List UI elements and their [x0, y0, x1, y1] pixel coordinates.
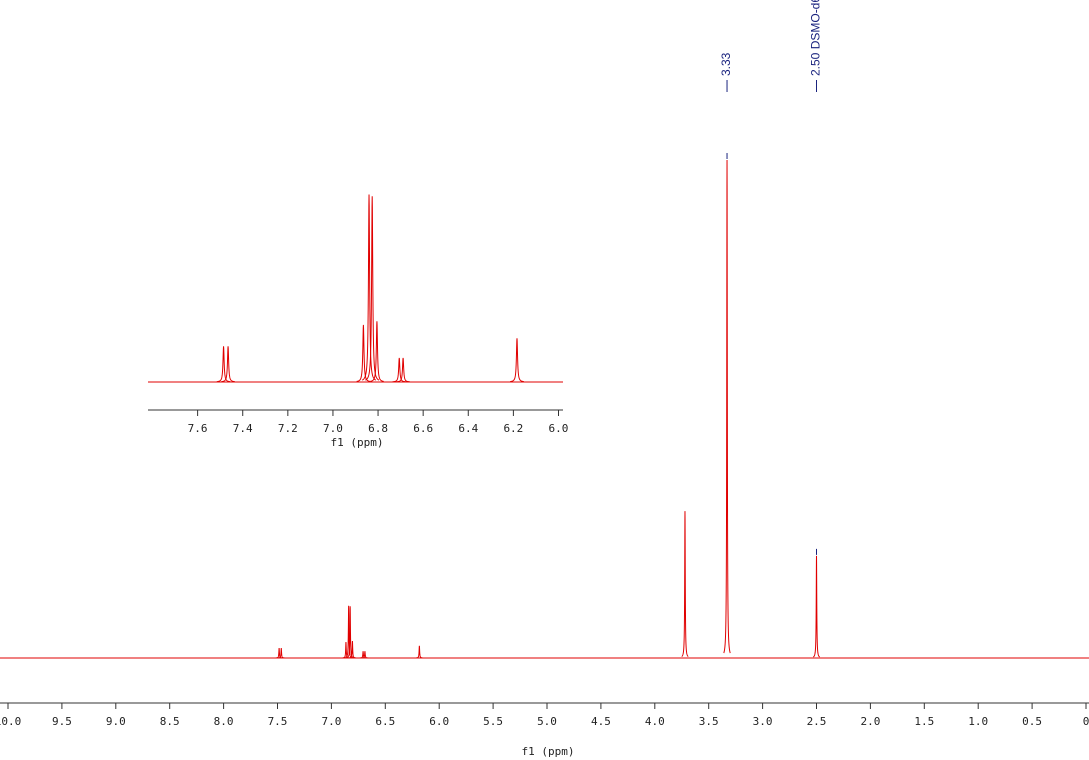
peak — [342, 642, 350, 659]
x-tick-label: 8.5 — [160, 715, 180, 728]
x-tick-label: 7.5 — [268, 715, 288, 728]
x-tick-label: 6.6 — [413, 422, 433, 435]
x-tick-label: 6.2 — [503, 422, 523, 435]
x-tick-label: 4.0 — [645, 715, 665, 728]
peak — [349, 641, 356, 659]
x-tick-label: 10.0 — [0, 715, 21, 728]
x-tick-label: 7.6 — [188, 422, 208, 435]
x-tick-label: 4.5 — [591, 715, 611, 728]
peak — [392, 357, 407, 383]
peak — [416, 645, 423, 659]
x-tick-label: 6.4 — [458, 422, 478, 435]
annotation-label: 3.33 — [719, 52, 733, 76]
x-tick-label: 0 — [1083, 715, 1089, 728]
x-tick-label: 7.0 — [323, 422, 343, 435]
x-tick-label: 6.8 — [368, 422, 388, 435]
peak — [681, 511, 689, 657]
x-tick-label: 3.5 — [699, 715, 719, 728]
x-tick-label: 5.5 — [483, 715, 503, 728]
annotation-label: 2.50 DSMO-d6 — [809, 0, 823, 76]
peak — [361, 651, 369, 659]
peak — [356, 324, 371, 382]
peak — [370, 321, 384, 382]
x-tick-label: 2.0 — [860, 715, 880, 728]
x-tick-label: 8.0 — [214, 715, 234, 728]
x-tick-label: 9.5 — [52, 715, 72, 728]
peak — [362, 194, 377, 381]
x-tick-label: 3.0 — [753, 715, 773, 728]
peak — [723, 159, 731, 654]
peak — [346, 606, 354, 658]
peak — [216, 346, 231, 383]
peak — [510, 338, 524, 383]
x-tick-label: 7.4 — [233, 422, 253, 435]
x-axis-label: f1 (ppm) — [522, 745, 575, 758]
x-tick-label: 7.2 — [278, 422, 298, 435]
x-tick-label: 0.5 — [1022, 715, 1042, 728]
peak — [359, 651, 367, 659]
x-tick-label: 7.0 — [321, 715, 341, 728]
x-tick-label: 2.5 — [807, 715, 827, 728]
peak — [365, 196, 380, 381]
peak — [221, 346, 235, 383]
peak — [813, 555, 820, 658]
inset-x-axis-label: f1 (ppm) — [331, 436, 384, 449]
x-tick-label: 1.5 — [914, 715, 934, 728]
x-tick-label: 6.5 — [375, 715, 395, 728]
peak — [275, 647, 283, 659]
x-tick-label: 5.0 — [537, 715, 557, 728]
peak — [396, 357, 410, 383]
peak — [278, 647, 285, 659]
x-tick-label: 6.0 — [549, 422, 569, 435]
x-tick-label: 6.0 — [429, 715, 449, 728]
x-tick-label: 1.0 — [968, 715, 988, 728]
x-tick-label: 9.0 — [106, 715, 126, 728]
